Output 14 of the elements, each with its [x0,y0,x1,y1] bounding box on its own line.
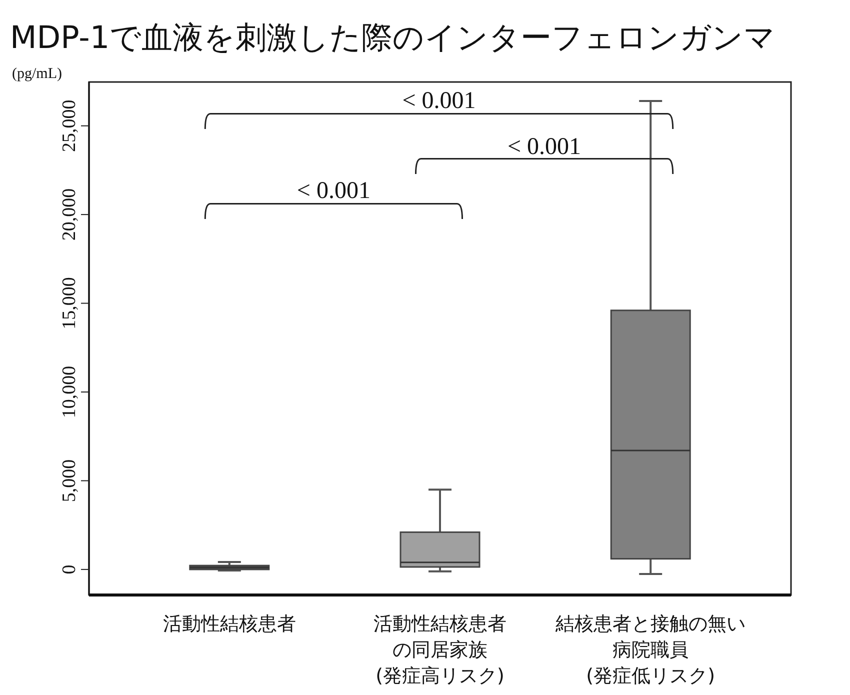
annotation: < 0.001 [508,134,582,160]
y-tick-label: 20,000 [59,188,80,241]
x-tick-label: 活動性結核患者 [162,613,296,635]
annotation: < 0.001 [402,88,476,114]
y-tick-label: 0 [59,564,80,574]
x-tick-label: 活動性結核患者の同居家族 (発症高リスク) [374,613,506,687]
y-axis-title: (pg/mL) [12,66,62,82]
chart-title: MDP-1で血液を刺激した際のインターフェロンガンマ [10,20,776,56]
x-tick-label: 結核患者と接触の無い病院職員 (発症低リスク) [554,613,746,687]
y-tick-label: 15,000 [59,277,80,330]
y-tick-label: 25,000 [59,100,80,152]
y-tick-label: 10,000 [59,366,80,418]
annotation: < 0.001 [296,178,370,204]
y-tick-label: 5,000 [59,459,80,502]
